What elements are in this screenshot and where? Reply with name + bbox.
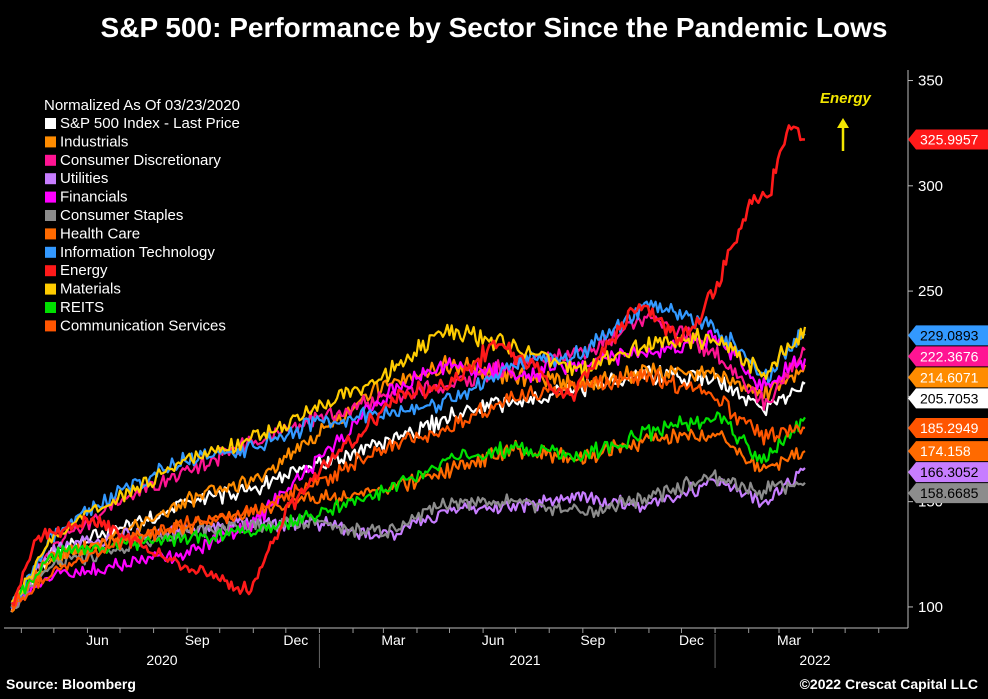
last-value-tag-label: 174.158 [920, 443, 971, 459]
last-value-tag: 185.2949 [908, 417, 988, 438]
legend-entry: Energy [60, 262, 108, 279]
legend-entry: Communication Services [60, 317, 226, 334]
series-line-communication-services [10, 368, 806, 610]
last-value-tag-bg [908, 388, 988, 409]
last-value-tag-label: 325.9957 [920, 131, 979, 147]
legend-swatch [45, 118, 56, 129]
legend-swatch [45, 228, 56, 240]
last-value-tag: 222.3676 [908, 346, 988, 367]
y-tick-label: 300 [918, 178, 943, 195]
last-value-tag-bg [908, 367, 988, 388]
series-line-industrials [10, 355, 807, 613]
legend-swatch [45, 154, 56, 166]
x-tick-label: Dec [283, 632, 308, 648]
legend-entry: Information Technology [60, 244, 215, 261]
legend-swatch [45, 246, 56, 258]
last-value-tag-bg [908, 346, 988, 367]
energy-annotation-label: Energy [820, 90, 872, 107]
last-value-tag-label: 214.6071 [920, 369, 979, 385]
legend-entry: Utilities [60, 170, 108, 187]
last-value-tag-label: 185.2949 [920, 420, 979, 436]
series-line-financials [10, 329, 807, 610]
y-tick-label: 250 [918, 283, 943, 300]
x-tick-label: Mar [777, 632, 801, 648]
up-arrow-head-icon [837, 118, 849, 128]
year-label: 2020 [146, 652, 177, 668]
source-note: Source: Bloomberg [6, 676, 136, 692]
legend-entry: Materials [60, 281, 121, 298]
legend-swatch [45, 173, 56, 185]
last-value-tag-bg [908, 483, 988, 504]
last-value-tag: 325.9957 [908, 129, 988, 150]
x-tick-label: Jun [482, 632, 505, 648]
last-value-tag: 166.3052 [908, 462, 988, 483]
series-line-information-technology [10, 299, 806, 609]
legend-swatch [45, 302, 56, 313]
last-value-tag: 229.0893 [908, 325, 988, 346]
series-line-health-care [10, 428, 806, 613]
legend-title: Normalized As Of 03/23/2020 [44, 97, 240, 114]
last-value-tag-label: 158.6685 [920, 485, 979, 501]
series-lines [10, 124, 807, 613]
last-value-tag: 214.6071 [908, 367, 988, 388]
last-value-tag-bg [908, 417, 988, 438]
last-value-tag-bg [908, 441, 988, 462]
year-label: 2022 [799, 652, 830, 668]
legend-entry: S&P 500 Index - Last Price [60, 115, 240, 132]
last-value-tag: 158.6685 [908, 483, 988, 504]
last-value-tag-bg [908, 129, 988, 150]
x-tick-label: Mar [381, 632, 405, 648]
series-line-energy [10, 124, 806, 607]
legend-entry: Financials [60, 189, 128, 206]
last-value-tag-label: 205.7053 [920, 390, 979, 406]
last-value-tag-bg [908, 325, 988, 346]
legend-entry: Consumer Discretionary [60, 152, 221, 169]
y-tick-label: 100 [918, 599, 943, 616]
legend-swatch [45, 210, 56, 221]
legend-swatch [45, 265, 56, 277]
last-value-tag-label: 222.3676 [920, 348, 979, 364]
x-tick-label: Sep [580, 632, 605, 648]
y-tick-label: 350 [918, 73, 943, 90]
copyright-note: ©2022 Crescat Capital LLC [799, 676, 978, 692]
last-value-tag: 205.7053 [908, 388, 988, 409]
chart-title: S&P 500: Performance by Sector Since the… [100, 12, 888, 43]
axes: 100150200250300350JunSepDecMarJunSepDecM… [4, 70, 988, 668]
series-line-materials [10, 323, 807, 603]
last-value-tag-label: 166.3052 [920, 464, 979, 480]
line-chart: 100150200250300350JunSepDecMarJunSepDecM… [4, 70, 988, 668]
year-label: 2021 [509, 652, 540, 668]
series-line-reits [10, 411, 806, 607]
legend-swatch [45, 191, 56, 203]
legend-entry: Health Care [60, 225, 140, 242]
x-tick-label: Dec [679, 632, 704, 648]
legend-swatch [45, 283, 56, 295]
annotation: Energy [820, 90, 872, 151]
legend-entry: REITS [60, 299, 104, 316]
x-tick-label: Sep [185, 632, 210, 648]
last-value-tag-label: 229.0893 [920, 327, 979, 343]
last-value-tag-bg [908, 462, 988, 483]
last-value-tag: 174.158 [908, 441, 988, 462]
legend-swatch [45, 320, 56, 332]
legend-entry: Industrials [60, 133, 128, 150]
legend-entry: Consumer Staples [60, 207, 183, 224]
legend-swatch [45, 136, 56, 148]
x-tick-label: Jun [86, 632, 109, 648]
